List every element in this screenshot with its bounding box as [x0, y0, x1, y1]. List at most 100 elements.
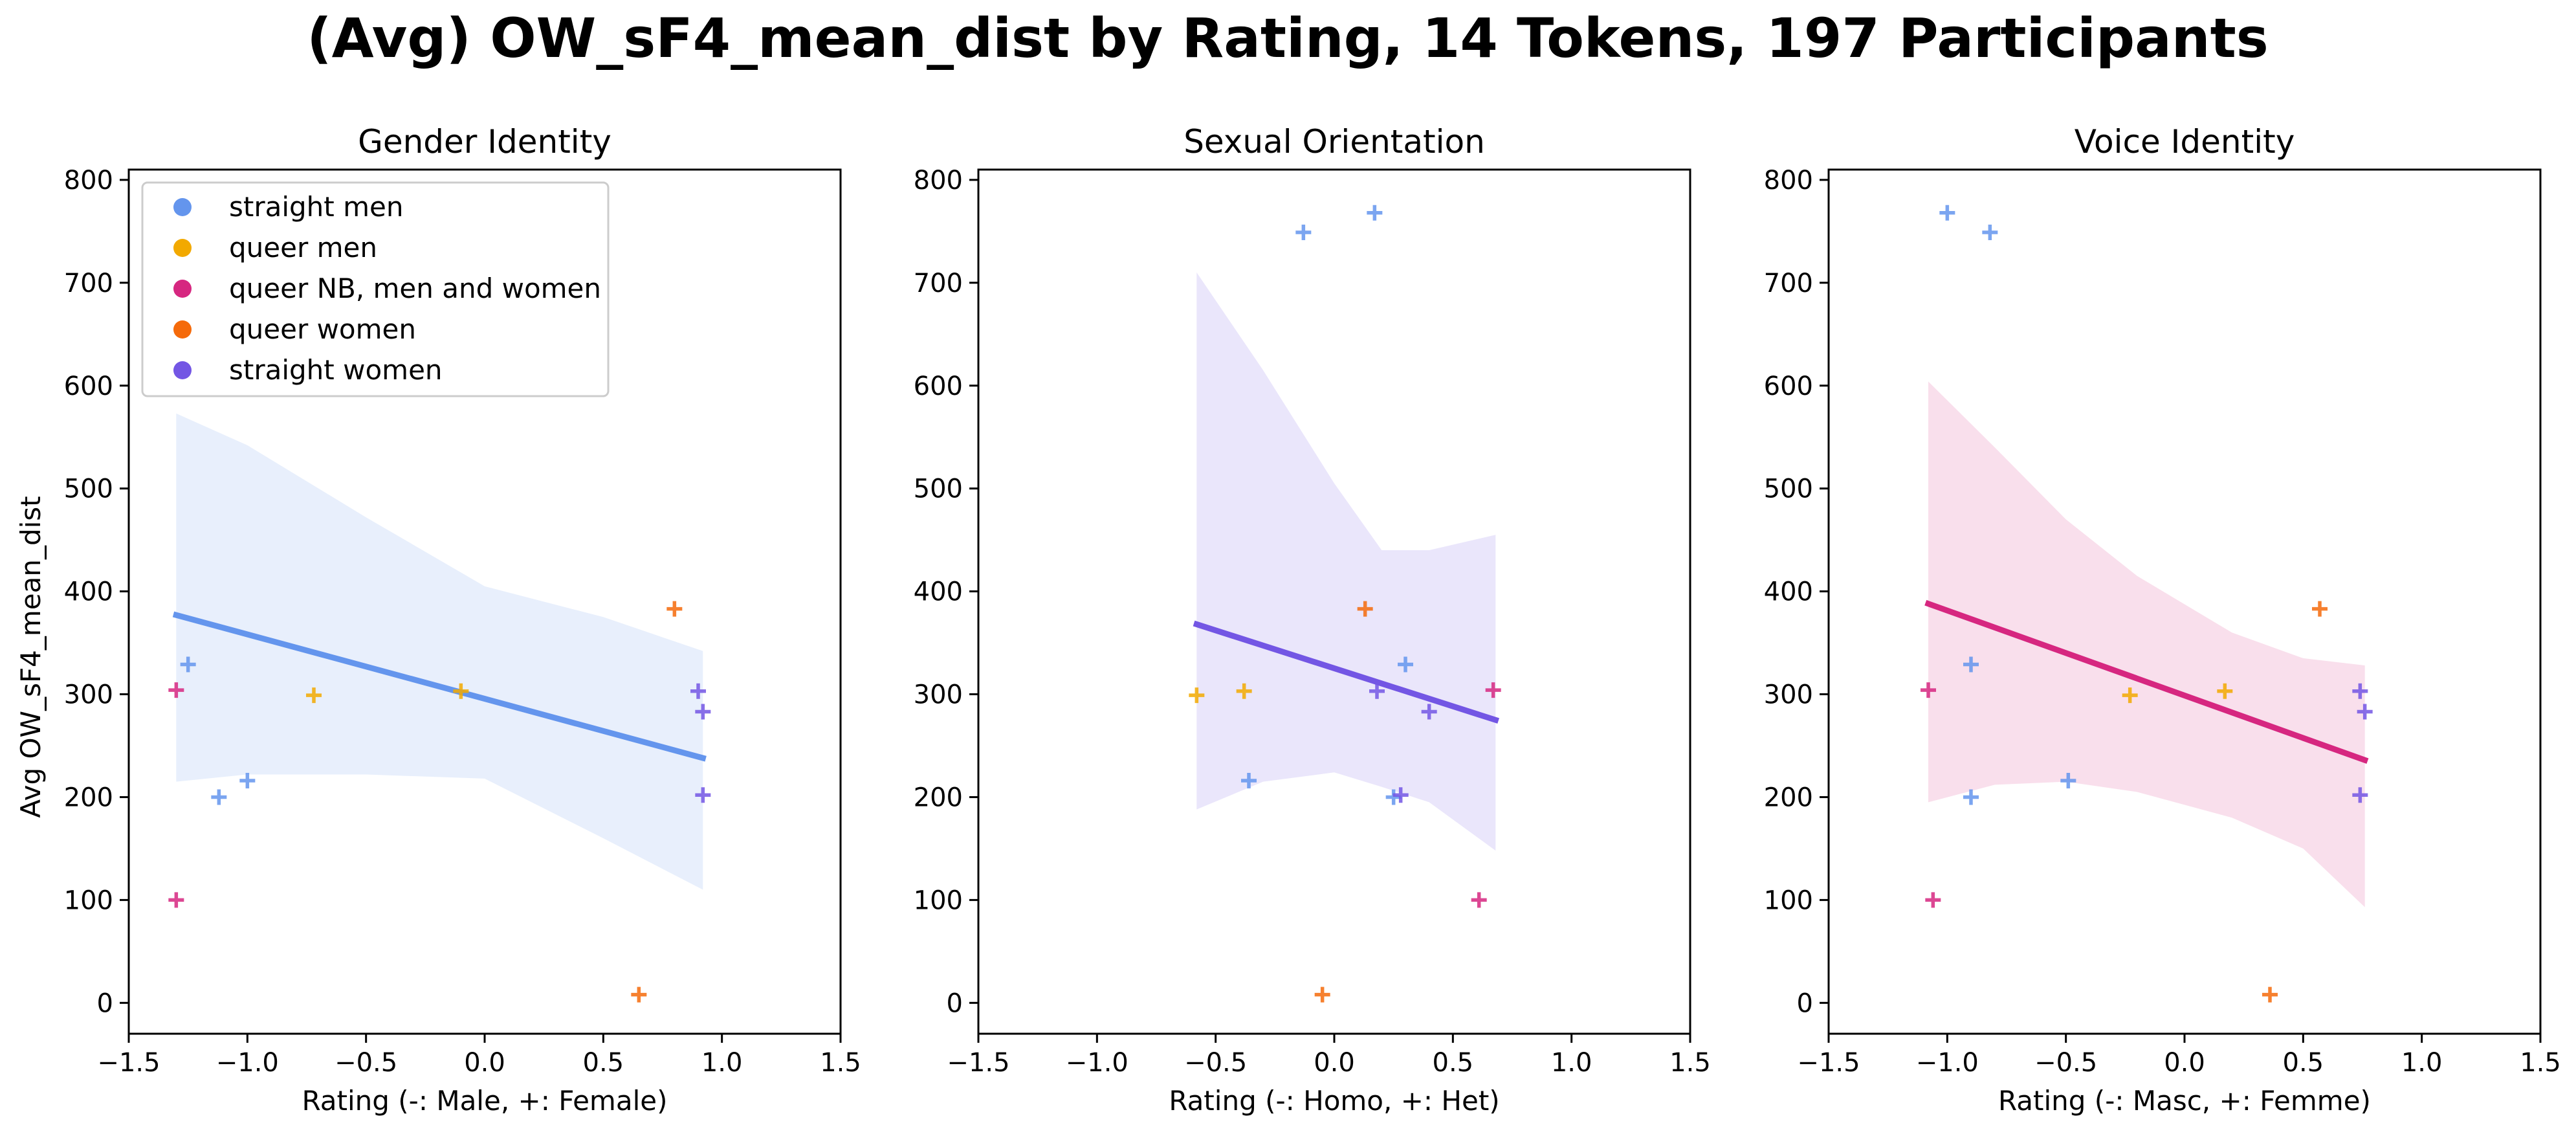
data-point: [695, 787, 711, 803]
data-point: [1385, 789, 1402, 805]
data-point: [1236, 683, 1252, 699]
y-tick-label: 0: [97, 988, 113, 1018]
y-tick-label: 800: [914, 166, 963, 195]
y-tick-label: 500: [1764, 474, 1813, 504]
y-tick-label: 100: [914, 885, 963, 915]
data-point: [211, 789, 227, 805]
y-tick-label: 300: [914, 680, 963, 710]
y-tick-label: 100: [1764, 885, 1813, 915]
y-tick-label: 100: [64, 885, 113, 915]
x-tick-label: 1.0: [1551, 1048, 1592, 1078]
data-point: [1939, 205, 1955, 221]
x-tick-label: −0.5: [1184, 1048, 1247, 1078]
legend-entry: queer women: [173, 313, 416, 345]
y-tick-label: 300: [64, 680, 113, 710]
x-tick-label: 1.5: [2520, 1048, 2561, 1078]
y-tick-label: 700: [914, 269, 963, 298]
data-point: [2122, 687, 2138, 704]
data-point: [1367, 205, 1383, 221]
data-point: [1471, 892, 1487, 908]
data-point: [695, 704, 711, 720]
regression-line: [172, 611, 707, 762]
regression-line: [1193, 620, 1499, 724]
panel-title: Gender Identity: [358, 123, 611, 161]
data-point: [1369, 683, 1385, 699]
x-tick-label: 1.0: [2401, 1048, 2443, 1078]
panel-title: Sexual Orientation: [1183, 123, 1485, 161]
data-point: [690, 683, 706, 699]
data-point: [306, 687, 322, 704]
y-axis-label: Avg OW_sF4_mean_dist: [15, 496, 47, 818]
regression-line: [1924, 599, 2369, 764]
data-point: [1314, 986, 1330, 1003]
x-tick-label: 0.5: [2283, 1048, 2324, 1078]
y-tick-label: 0: [1797, 988, 1813, 1018]
data-point: [2357, 704, 2373, 720]
plot-area: −1.5 −1.0 −0.5 0.0 0.5 1.0 1.5 0 100 200 300 400 500…: [64, 166, 861, 1078]
data-point: [2217, 683, 2233, 699]
x-tick-label: 0.5: [1433, 1048, 1474, 1078]
legend-marker: [173, 239, 192, 257]
x-tick-label: −0.5: [335, 1048, 397, 1078]
data-point: [1963, 789, 1979, 805]
x-tick-label: −1.0: [216, 1048, 279, 1078]
x-axis-label: Rating (-: Homo, +: Het): [1169, 1085, 1499, 1117]
legend-entry: queer men: [173, 232, 377, 263]
data-point: [2262, 986, 2278, 1003]
y-tick-label: 400: [914, 577, 963, 607]
data-point: [2312, 601, 2328, 617]
data-point: [2060, 773, 2076, 789]
y-tick-label: 700: [64, 269, 113, 298]
data-point: [2352, 787, 2368, 803]
x-tick-label: 0.0: [1314, 1048, 1355, 1078]
data-point: [453, 683, 469, 699]
data-point: [180, 656, 196, 673]
data-point: [1485, 682, 1501, 698]
legend-label: straight women: [229, 354, 443, 386]
y-tick-label: 400: [64, 577, 113, 607]
data-point: [1295, 224, 1312, 240]
legend-marker: [173, 320, 192, 339]
data-point: [168, 892, 184, 908]
data-point: [1921, 682, 1936, 698]
x-tick-label: 0.0: [2164, 1048, 2205, 1078]
figure-title: (Avg) OW_sF4_mean_dist by Rating, 14 Tok…: [307, 6, 2268, 70]
x-tick-label: −1.0: [1066, 1048, 1128, 1078]
legend-entry: straight men: [173, 191, 404, 223]
y-tick-label: 400: [1764, 577, 1813, 607]
confidence-band: [1928, 381, 2365, 908]
data-point: [2352, 683, 2368, 699]
x-tick-label: 0.0: [464, 1048, 505, 1078]
x-tick-label: −0.5: [2034, 1048, 2097, 1078]
x-axis-label: Rating (-: Male, +: Female): [302, 1085, 668, 1117]
data-point: [1189, 687, 1205, 704]
data-point: [1393, 787, 1409, 803]
data-point: [1982, 224, 1998, 240]
data-point: [1421, 704, 1437, 720]
x-tick-label: −1.5: [97, 1048, 160, 1078]
y-tick-label: 500: [914, 474, 963, 504]
legend-marker: [173, 280, 192, 298]
y-tick-label: 500: [64, 474, 113, 504]
data-point: [1241, 773, 1257, 789]
x-tick-label: −1.5: [1797, 1048, 1860, 1078]
y-tick-label: 600: [1764, 372, 1813, 401]
legend: straight men queer men queer NB, men and…: [141, 181, 610, 397]
y-tick-label: 300: [1764, 680, 1813, 710]
y-tick-label: 700: [1764, 269, 1813, 298]
x-tick-label: −1.5: [947, 1048, 1009, 1078]
data-point: [1398, 656, 1413, 673]
confidence-band: [1196, 272, 1496, 851]
data-point: [168, 682, 184, 698]
x-tick-label: 1.5: [1669, 1048, 1711, 1078]
legend-label: queer NB, men and women: [229, 273, 601, 304]
legend-marker: [173, 361, 192, 379]
y-tick-label: 600: [914, 372, 963, 401]
legend-label: queer women: [229, 313, 416, 345]
data-point: [1963, 656, 1979, 673]
x-tick-label: 1.0: [701, 1048, 743, 1078]
legend-entry: straight women: [173, 354, 443, 386]
y-tick-label: 200: [64, 783, 113, 812]
data-point: [239, 773, 256, 789]
